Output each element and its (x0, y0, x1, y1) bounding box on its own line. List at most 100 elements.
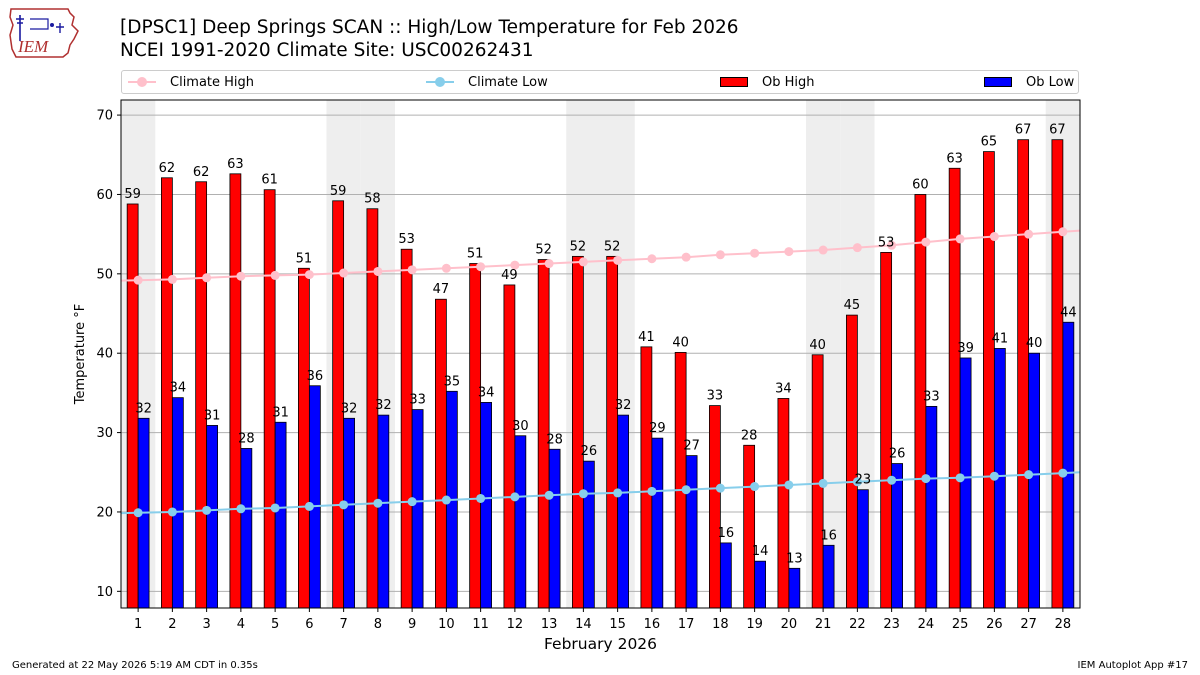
ob-high-data-label: 58 (364, 192, 381, 207)
ob-low-bar (514, 435, 527, 609)
ob-low-bar (411, 409, 424, 609)
ob-low-bar (548, 448, 561, 609)
ob-low-bar (856, 489, 869, 609)
ob-low-data-label: 32 (135, 401, 152, 416)
climate-high-point (921, 237, 931, 247)
ob-low-data-label: 33 (409, 393, 426, 408)
chart-title: [DPSC1] Deep Springs SCAN :: High/Low Te… (120, 17, 739, 38)
ob-high-data-label: 41 (638, 330, 655, 345)
ob-high-bar (743, 444, 756, 609)
x-tick-label: 2 (168, 617, 176, 632)
ob-high-bar (503, 284, 516, 609)
climate-low-point (304, 501, 314, 511)
iem-logo: IEM (8, 5, 80, 59)
ob-low-bar (274, 421, 287, 609)
climate-high-point (613, 255, 623, 265)
climate-high-point (510, 260, 520, 270)
x-tick-label: 15 (609, 617, 626, 632)
ob-low-bar (822, 544, 835, 609)
ob-high-data-label: 28 (741, 428, 758, 443)
climate-high-point (407, 265, 417, 275)
ob-low-data-label: 13 (786, 551, 803, 566)
x-tick-label: 12 (507, 617, 524, 632)
climate-low-point (921, 474, 931, 484)
legend-item-ob-low: Ob Low (984, 71, 1074, 93)
climate-high-point (989, 232, 999, 242)
ob-low-swatch-icon (984, 77, 1012, 87)
climate-high-point (784, 247, 794, 257)
ob-low-bar (788, 567, 801, 609)
y-axis-label: Temperature °F (73, 304, 88, 405)
ob-high-data-label: 49 (501, 268, 518, 283)
climate-high-point (852, 243, 862, 253)
ob-low-data-label: 26 (889, 447, 906, 462)
climate-low-point (133, 508, 143, 518)
ob-high-bar (674, 352, 687, 609)
climate-low-point (852, 477, 862, 487)
ob-high-bar (983, 151, 995, 609)
ob-low-data-label: 32 (375, 398, 392, 413)
x-tick-label: 16 (644, 617, 661, 632)
climate-high-point (681, 252, 691, 262)
x-tick-label: 27 (1020, 617, 1037, 632)
ob-high-bar (229, 173, 242, 609)
climate-high-point (1024, 229, 1034, 239)
ob-low-bar (1028, 352, 1040, 609)
climate-high-point (304, 270, 314, 280)
climate-high-point (578, 257, 588, 267)
climate-high-point (647, 254, 657, 264)
ob-high-bar (777, 398, 790, 609)
climate-low-point (750, 482, 760, 492)
ob-high-data-label: 67 (1049, 123, 1066, 138)
ob-low-data-label: 36 (307, 369, 324, 384)
climate-high-point (236, 271, 246, 281)
legend-item-climate-high: Climate High (128, 71, 254, 93)
climate-high-point (544, 259, 554, 269)
ob-high-data-label: 40 (672, 335, 689, 350)
climate-high-line (120, 229, 1081, 282)
ob-high-bar (572, 255, 584, 609)
legend-label-climate-high: Climate High (170, 74, 255, 90)
ob-high-data-label: 53 (398, 232, 415, 247)
climate-low-point (373, 498, 383, 508)
y-tick-label: 10 (96, 585, 113, 600)
x-tick-label: 8 (374, 617, 382, 632)
y-tick-label: 60 (96, 188, 113, 203)
ob-low-bar (377, 414, 390, 609)
ob-low-data-label: 39 (957, 341, 974, 356)
ob-low-bar (925, 405, 938, 609)
ob-high-data-label: 63 (227, 157, 244, 172)
climate-low-point (236, 504, 246, 514)
x-tick-label: 7 (339, 617, 347, 632)
ob-low-bar (1062, 321, 1075, 609)
climate-low-point (441, 495, 451, 505)
ob-low-data-label: 32 (615, 398, 632, 413)
ob-high-bar (469, 263, 482, 609)
ob-high-bar (1051, 139, 1064, 609)
climate-low-line-icon (426, 77, 454, 87)
legend-item-climate-low: Climate Low (426, 71, 548, 93)
x-tick-label: 22 (849, 617, 866, 632)
climate-high-point (750, 248, 760, 258)
x-tick-label: 14 (575, 617, 592, 632)
ob-high-bar (606, 255, 619, 609)
climate-low-point (167, 507, 177, 517)
x-tick-label: 4 (237, 617, 245, 632)
climate-low-point (578, 489, 588, 499)
climate-high-point (476, 262, 486, 272)
ob-low-data-label: 33 (923, 389, 940, 404)
ob-low-data-label: 30 (512, 419, 529, 434)
ob-low-bar (171, 397, 184, 609)
generated-timestamp: Generated at 22 May 2026 5:19 AM CDT in … (12, 660, 258, 671)
ob-low-data-label: 16 (718, 526, 735, 541)
app-credit: IEM Autoplot App #17 (1077, 660, 1188, 671)
ob-high-data-label: 51 (296, 251, 313, 266)
ob-low-bar (754, 560, 766, 609)
climate-low-point (818, 478, 828, 488)
ob-high-data-label: 45 (844, 298, 861, 313)
ob-high-bar (195, 181, 208, 609)
ob-low-data-label: 35 (444, 374, 461, 389)
ob-high-bar (709, 405, 721, 609)
ob-high-data-label: 34 (775, 381, 792, 396)
